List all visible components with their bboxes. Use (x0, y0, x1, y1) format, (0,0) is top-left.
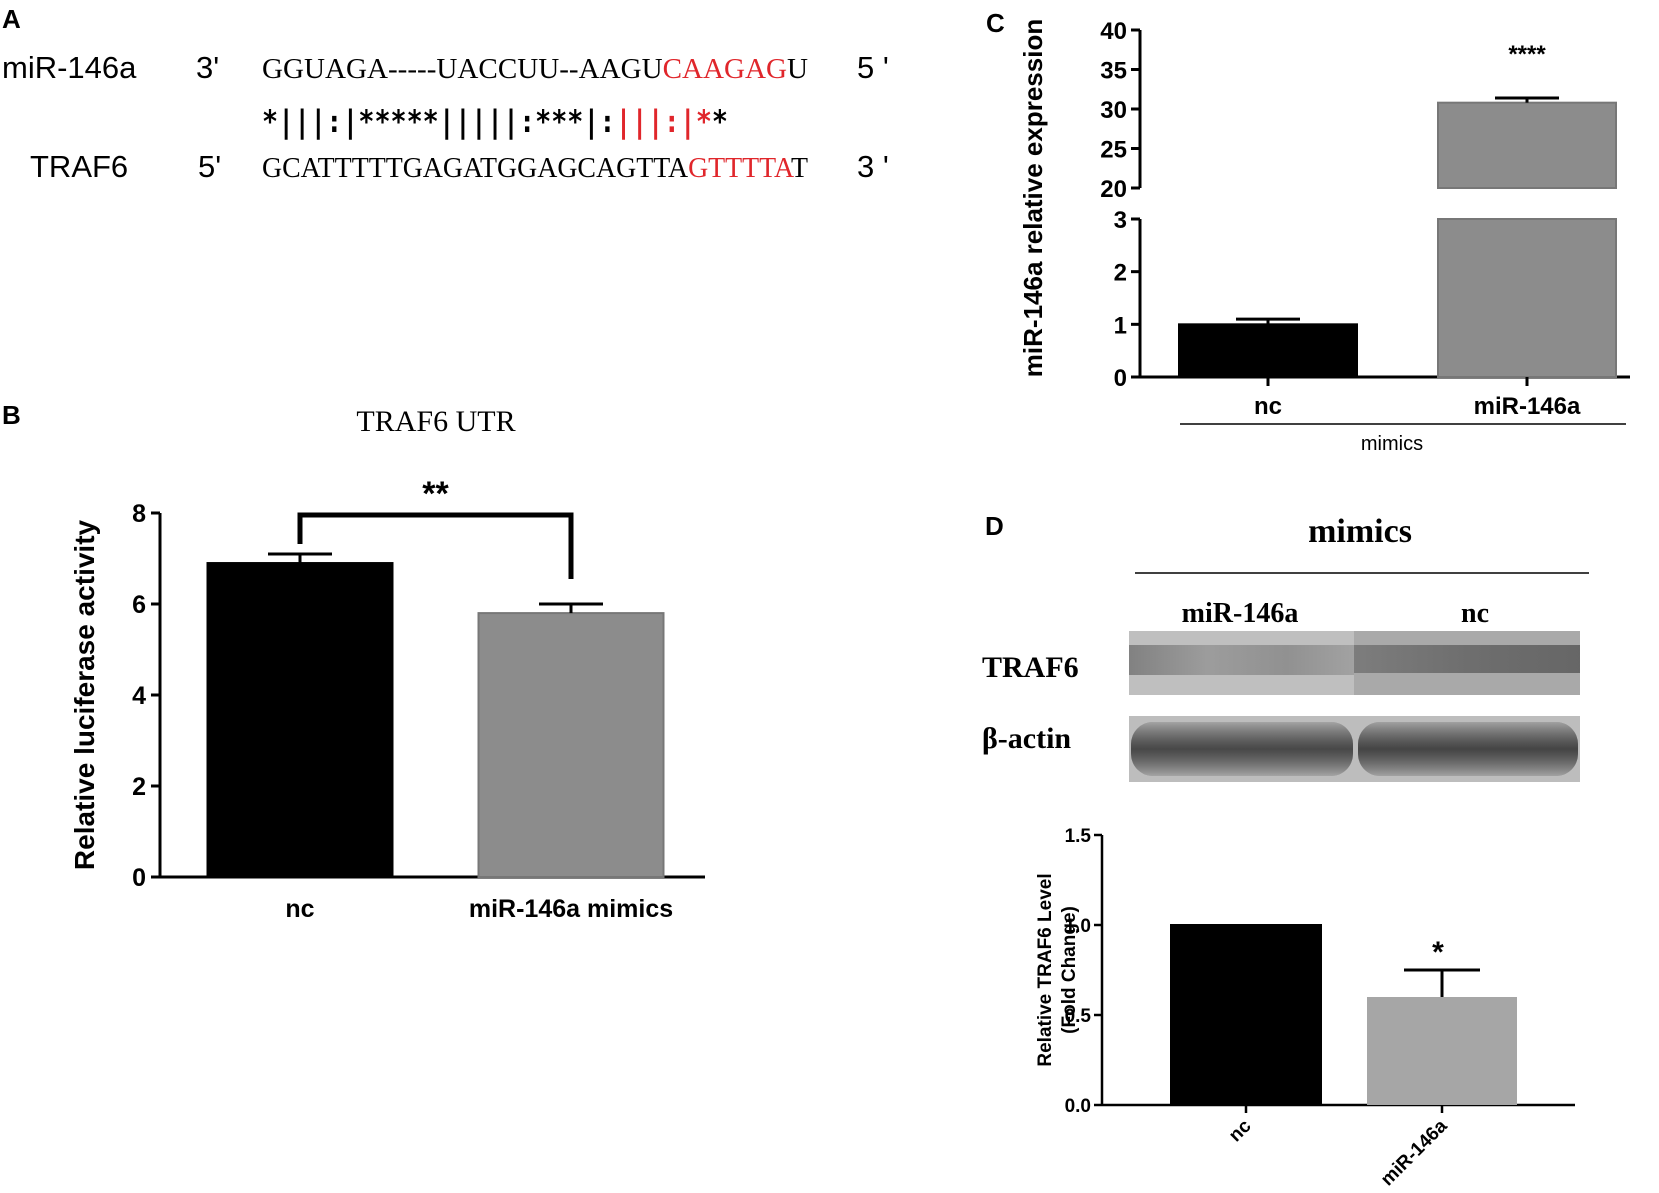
sequence-segment-2: T (791, 152, 808, 184)
blot-row-traf6: TRAF6 (982, 651, 1079, 684)
mir146a-end: 5 ' (857, 50, 889, 85)
y-tick-label: 0 (1114, 365, 1127, 392)
seed-highlight-1: CAAGAG (663, 53, 787, 85)
sequence-segment-0: *|||:|*****|||||:***|: (262, 104, 616, 140)
seed-highlight-1: GTTTTA (688, 152, 794, 184)
bar (1178, 323, 1358, 379)
sequence-segment-0: GCATTTTTGAGATGGAGCAGTTA (262, 152, 688, 184)
y-axis-label-line: (Fold Change) (1059, 906, 1080, 1034)
y-tick-label: 1.5 (1065, 826, 1092, 847)
blot-row-beta-actin: β-actin (982, 722, 1071, 755)
traf6-name: TRAF6 (30, 149, 128, 184)
bar-upper-segment (1437, 101, 1617, 189)
y-tick-label: 30 (1100, 97, 1127, 124)
y-tick-label: 2 (1114, 260, 1127, 287)
blot-traf6-lane-nc-band (1354, 645, 1580, 673)
seed-highlight-1: |||:|* (616, 104, 712, 140)
significance-label: **** (1508, 41, 1546, 68)
significance-label: * (1432, 936, 1444, 969)
chart-c-expression: 0 1 2 3 20 25 30 35 40 nc miR-146a **** mimics miR-14… (1018, 18, 1630, 455)
x-tick-label: nc (1225, 1115, 1256, 1146)
y-tick-label: 2 (132, 773, 146, 801)
y-tick-label: 1 (1114, 312, 1127, 339)
y-axis-label: Relative TRAF6 Level (Fold Change) (1035, 873, 1080, 1066)
y-tick-label: 0.5 (1065, 1006, 1092, 1027)
y-axis-label: Relative luciferase activity (69, 519, 100, 870)
x-tick-label: miR-146a (1474, 393, 1581, 420)
y-tick-label: 6 (132, 591, 146, 619)
chart-b-title: TRAF6 UTR (356, 405, 515, 438)
traf6-start: 5' (198, 149, 221, 184)
panel-label-c: C (986, 8, 1005, 38)
sequence-segment-2: U (787, 53, 808, 85)
y-tick-label: 0 (132, 864, 146, 892)
y-tick-label: 4 (132, 682, 146, 710)
mir146a-sequence: GGUAGA-----UACCUU--AAGUCAAGAGU (262, 53, 808, 85)
x-tick-label: nc (1254, 393, 1282, 420)
sequence-segment-0: GGUAGA-----UACCUU--AAGU (262, 53, 663, 85)
blot-actin-band-nc-shade (1358, 722, 1578, 776)
blot-traf6-lane-mir146a-band (1129, 645, 1354, 675)
y-tick-label: 20 (1100, 176, 1127, 203)
chart-b-luciferase: 0 2 4 6 8 nc miR-146a mimics ** Relative lucifer… (69, 475, 705, 923)
y-tick-label: 3 (1114, 207, 1127, 234)
blot-actin-band-mir146a-shade (1131, 722, 1353, 776)
panel-label-d: D (985, 511, 1004, 541)
western-blot-image (1129, 631, 1580, 782)
blot-header-mimics: mimics (1308, 513, 1412, 550)
y-tick-label: 0.0 (1065, 1096, 1091, 1117)
y-tick-label: 40 (1100, 18, 1127, 45)
x-axis-label: mimics (1361, 433, 1423, 455)
y-axis-label-line: Relative TRAF6 Level (1035, 873, 1056, 1066)
significance-label: ** (422, 475, 449, 513)
y-tick-label: 1.0 (1065, 916, 1091, 937)
panel-label-b: B (2, 400, 21, 430)
y-axis-label: miR-146a relative expression (1018, 19, 1048, 377)
mir146a-start-end: 3' (196, 50, 219, 85)
bar (206, 562, 394, 878)
bar-lower-segment (1437, 218, 1617, 378)
x-tick-label: miR-146a (1377, 1115, 1452, 1190)
significance-bracket (297, 512, 574, 579)
chart-d-fold-change: 0.0 0.5 1.0 1.5 nc miR-146a * Relative TRAF6 Le… (1035, 826, 1575, 1190)
traf6-sequence: GCATTTTTGAGATGGAGCAGTTAGTTTTAT (262, 152, 808, 184)
x-tick-label: miR-146a mimics (469, 895, 673, 923)
y-tick-label: 8 (132, 500, 146, 528)
panel-label-a: A (2, 4, 21, 34)
alignment-match-line: *|||:|*****|||||:***|:|||:|** (262, 104, 728, 140)
y-tick-label: 35 (1100, 58, 1127, 85)
x-tick-label: nc (285, 895, 314, 923)
blot-lane-nc: nc (1461, 598, 1489, 629)
y-tick-label: 25 (1100, 137, 1127, 164)
mir146a-name: miR-146a (2, 50, 137, 85)
bar (1367, 997, 1517, 1105)
blot-lane-mir146a: miR-146a (1182, 598, 1299, 629)
bar (1170, 924, 1322, 1106)
bar (477, 612, 665, 878)
sequence-segment-2: * (712, 104, 728, 140)
traf6-end: 3 ' (857, 149, 889, 184)
